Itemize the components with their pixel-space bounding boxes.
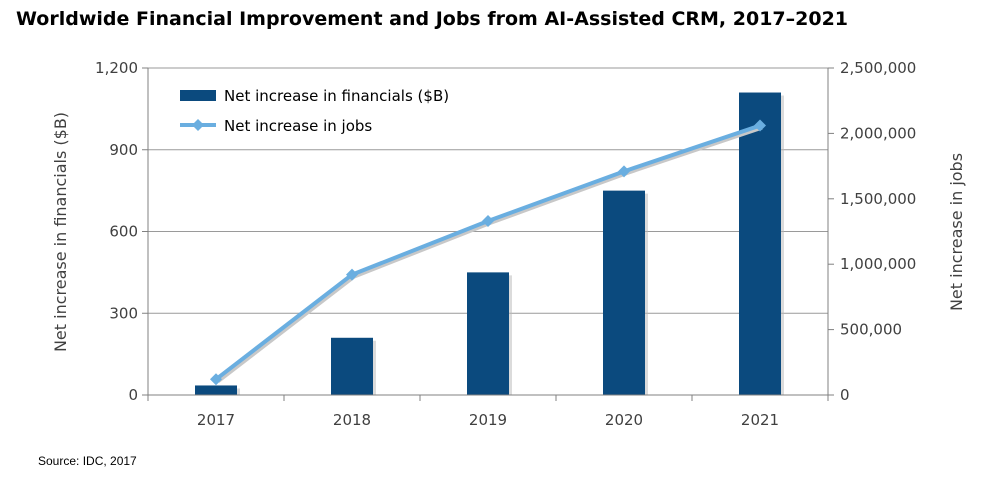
source-note: Source: IDC, 2017 (38, 454, 137, 468)
left-tick-label: 1,200 (95, 59, 138, 77)
x-tick-label: 2017 (197, 411, 235, 429)
left-axis-title: Net increase in financials ($B) (51, 112, 70, 352)
left-tick-label: 600 (109, 223, 138, 241)
x-tick-label: 2020 (605, 411, 643, 429)
bar-series (195, 92, 784, 396)
legend-diamond-icon (192, 119, 204, 131)
legend-bar-swatch (180, 90, 216, 101)
bar (739, 92, 781, 396)
right-tick-label: 500,000 (840, 321, 902, 339)
bar (603, 190, 645, 395)
right-tick-label: 0 (840, 386, 850, 404)
right-tick-label: 1,500,000 (840, 190, 916, 208)
legend-line-label: Net increase in jobs (224, 117, 372, 135)
line-point (210, 373, 222, 386)
x-tick-label: 2019 (469, 411, 507, 429)
right-tick-label: 2,000,000 (840, 124, 916, 142)
bar (195, 385, 237, 395)
left-tick-label: 300 (109, 304, 138, 322)
right-tick-label: 2,500,000 (840, 59, 916, 77)
x-tick-label: 2021 (741, 411, 779, 429)
x-tick-label: 2018 (333, 411, 371, 429)
right-axis-title: Net increase in jobs (947, 153, 966, 311)
right-axis-ticks: 0 500,000 1,000,000 1,500,000 2,000,000 2,500… (828, 59, 916, 404)
left-axis-ticks: 0 300 600 900 1,200 (95, 59, 148, 404)
bar (467, 272, 509, 395)
left-tick-label: 900 (109, 141, 138, 159)
legend-bar-label: Net increase in financials ($B) (224, 87, 449, 105)
line-point (618, 165, 630, 178)
chart-title: Worldwide Financial Improvement and Jobs… (16, 8, 849, 30)
x-axis-ticks: 2017 2018 2019 2020 2021 (147, 395, 829, 429)
line-point (754, 119, 766, 132)
line-point (482, 215, 494, 228)
line-series (210, 119, 766, 386)
left-tick-label: 0 (128, 386, 138, 404)
bar (331, 337, 373, 395)
line-point (346, 268, 358, 281)
legend: Net increase in financials ($B) Net incr… (180, 87, 449, 135)
right-tick-label: 1,000,000 (840, 255, 916, 273)
